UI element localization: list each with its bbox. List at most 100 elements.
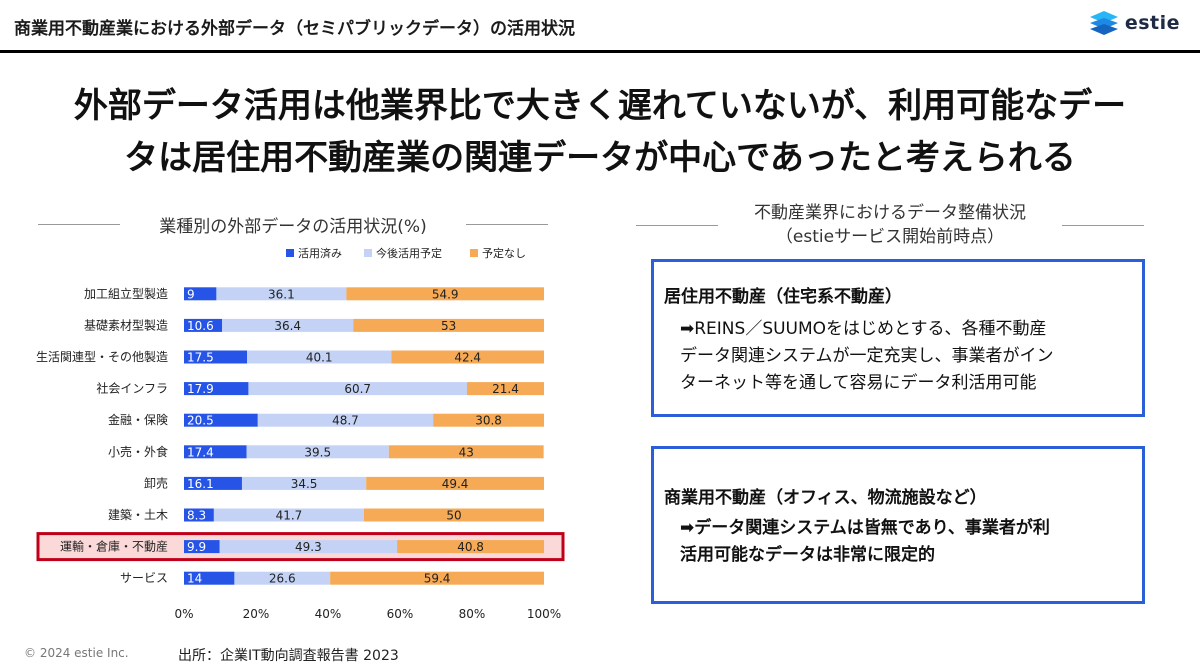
residential-status-box: 居住用不動産（住宅系不動産） ➡REINS／SUUMOをはじめとする、各種不動産… <box>651 259 1145 417</box>
category-label: 小売・外食 <box>108 444 168 459</box>
bar-segment <box>184 382 249 396</box>
residential-title: 居住用不動産（住宅系不動産） <box>664 287 902 307</box>
bar-segment <box>184 508 214 522</box>
bar-segment <box>346 287 544 301</box>
commercial-status-box: 商業用不動産（オフィス、物流施設など） ➡データ関連システムは皆無であり、事業者… <box>651 446 1145 604</box>
legend-label-3: 予定なし <box>482 246 526 260</box>
bar-segment <box>222 318 354 332</box>
data-label: 41.7 <box>276 509 303 523</box>
residential-line-2: データ関連システムが一定充実し、事業者がイン <box>680 346 1054 366</box>
bar-segment <box>391 350 544 364</box>
bar-segment <box>466 382 544 396</box>
logo-text: estie <box>1124 12 1180 34</box>
category-label: 加工組立型製造 <box>84 286 168 301</box>
data-label: 59.4 <box>424 572 451 586</box>
category-label: 金融・保険 <box>108 412 168 427</box>
category-label: 生活関連型・その他製造 <box>36 350 168 364</box>
bar-segment <box>241 476 367 490</box>
headline-line-2: タは居住用不動産業の関連データが中心であったと考えられる <box>124 138 1076 178</box>
legend-label-2: 今後活用予定 <box>376 246 442 260</box>
commercial-line-2: 活用可能なデータは非常に限定的 <box>680 545 935 565</box>
category-label: 基礎素材型製造 <box>84 318 168 332</box>
bar-segment <box>184 540 220 554</box>
chart-section-heading: 業種別の外部データの活用状況(%) <box>38 212 548 237</box>
data-label: 49.3 <box>295 540 322 554</box>
status-title-line-1: 不動産業界におけるデータ整備状況 <box>754 203 1026 223</box>
status-section-heading: 不動産業界におけるデータ整備状況 （estieサービス開始前時点） <box>636 200 1144 250</box>
data-label: 42.4 <box>454 351 481 365</box>
page-header-title: 商業用不動産業における外部データ（セミパブリックデータ）の活用状況 <box>14 19 575 39</box>
bar-segment <box>184 350 247 364</box>
commercial-description: ➡データ関連システムは皆無であり、事業者が利 活用可能なデータは非常に限定的 <box>680 515 1050 569</box>
data-label: 36.4 <box>274 319 301 333</box>
data-label: 50 <box>446 509 461 523</box>
data-label: 54.9 <box>432 287 459 301</box>
bar-segment <box>184 445 247 459</box>
status-heading-rule-right <box>1062 224 1144 226</box>
data-label: 10.6 <box>187 319 214 333</box>
chart-heading-rule-left <box>38 224 120 225</box>
source-note: 出所：企業IT動向調査報告書 2023 <box>178 648 399 664</box>
data-label: 14 <box>187 572 202 586</box>
bar-segment <box>246 445 389 459</box>
category-label: 運輸・倉庫・不動産 <box>60 539 168 554</box>
commercial-title: 商業用不動産（オフィス、物流施設など） <box>664 488 987 508</box>
bar-segment <box>219 540 398 554</box>
data-label: 17.5 <box>187 351 214 365</box>
bar-segment <box>184 318 223 332</box>
residential-description: ➡REINS／SUUMOをはじめとする、各種不動産 データ関連システムが一定充実… <box>680 316 1054 397</box>
header-divider <box>0 50 1200 53</box>
bar-segment <box>433 413 544 427</box>
status-title-line-2: （estieサービス開始前時点） <box>775 227 1005 247</box>
data-label: 34.5 <box>291 477 318 491</box>
bar-segment <box>184 287 217 301</box>
x-tick-label: 80% <box>459 607 486 621</box>
commercial-line-1: ➡データ関連システムは皆無であり、事業者が利 <box>680 518 1050 538</box>
legend-swatch-2 <box>364 249 372 257</box>
data-label: 53 <box>441 319 456 333</box>
data-label: 9 <box>187 287 195 301</box>
bar-segment <box>184 571 235 585</box>
bar-segment <box>330 571 544 585</box>
data-label: 39.5 <box>304 445 331 459</box>
category-label: 建築・土木 <box>108 507 168 522</box>
data-label: 17.9 <box>187 382 214 396</box>
bar-segment <box>247 350 392 364</box>
x-tick-label: 0% <box>174 607 193 621</box>
data-label: 43 <box>459 445 474 459</box>
residential-line-1: ➡REINS／SUUMOをはじめとする、各種不動産 <box>680 319 1047 339</box>
category-label: サービス <box>120 571 168 585</box>
data-label: 16.1 <box>187 477 214 491</box>
bar-segment <box>184 476 242 490</box>
stacked-layers-icon <box>1089 11 1118 35</box>
legend-swatch-3 <box>470 249 478 257</box>
x-tick-label: 40% <box>315 607 342 621</box>
bar-segment <box>364 508 544 522</box>
headline: 外部データ活用は他業界比で大きく遅れていないが、利用可能なデー タは居住用不動産… <box>20 80 1180 184</box>
data-label: 20.5 <box>187 414 214 428</box>
headline-line-1: 外部データ活用は他業界比で大きく遅れていないが、利用可能なデー <box>73 86 1127 126</box>
data-label: 9.9 <box>187 540 206 554</box>
bar-segment <box>213 508 364 522</box>
x-tick-label: 100% <box>527 607 561 621</box>
residential-line-3: ターネット等を通して容易にデータ利活用可能 <box>680 373 1037 393</box>
data-label: 30.8 <box>475 414 502 428</box>
bar-segment <box>216 287 347 301</box>
data-label: 8.3 <box>187 509 206 523</box>
data-label: 26.6 <box>269 572 296 586</box>
estie-logo: estie <box>1089 10 1180 36</box>
data-label: 40.1 <box>306 351 333 365</box>
bar-segment <box>353 318 544 332</box>
data-label: 36.1 <box>268 287 295 301</box>
data-label: 17.4 <box>187 445 214 459</box>
category-label: 社会インフラ <box>96 381 168 396</box>
status-section-title: 不動産業界におけるデータ整備状況 （estieサービス開始前時点） <box>718 201 1062 249</box>
legend-swatch-1 <box>286 249 294 257</box>
bar-segment <box>397 540 544 554</box>
chart-section-title: 業種別の外部データの活用状況(%) <box>159 217 427 237</box>
data-label: 48.7 <box>332 414 359 428</box>
status-heading-rule-left <box>636 224 718 226</box>
data-label: 21.4 <box>492 382 519 396</box>
x-tick-label: 60% <box>387 607 414 621</box>
bar-segment <box>366 476 544 490</box>
